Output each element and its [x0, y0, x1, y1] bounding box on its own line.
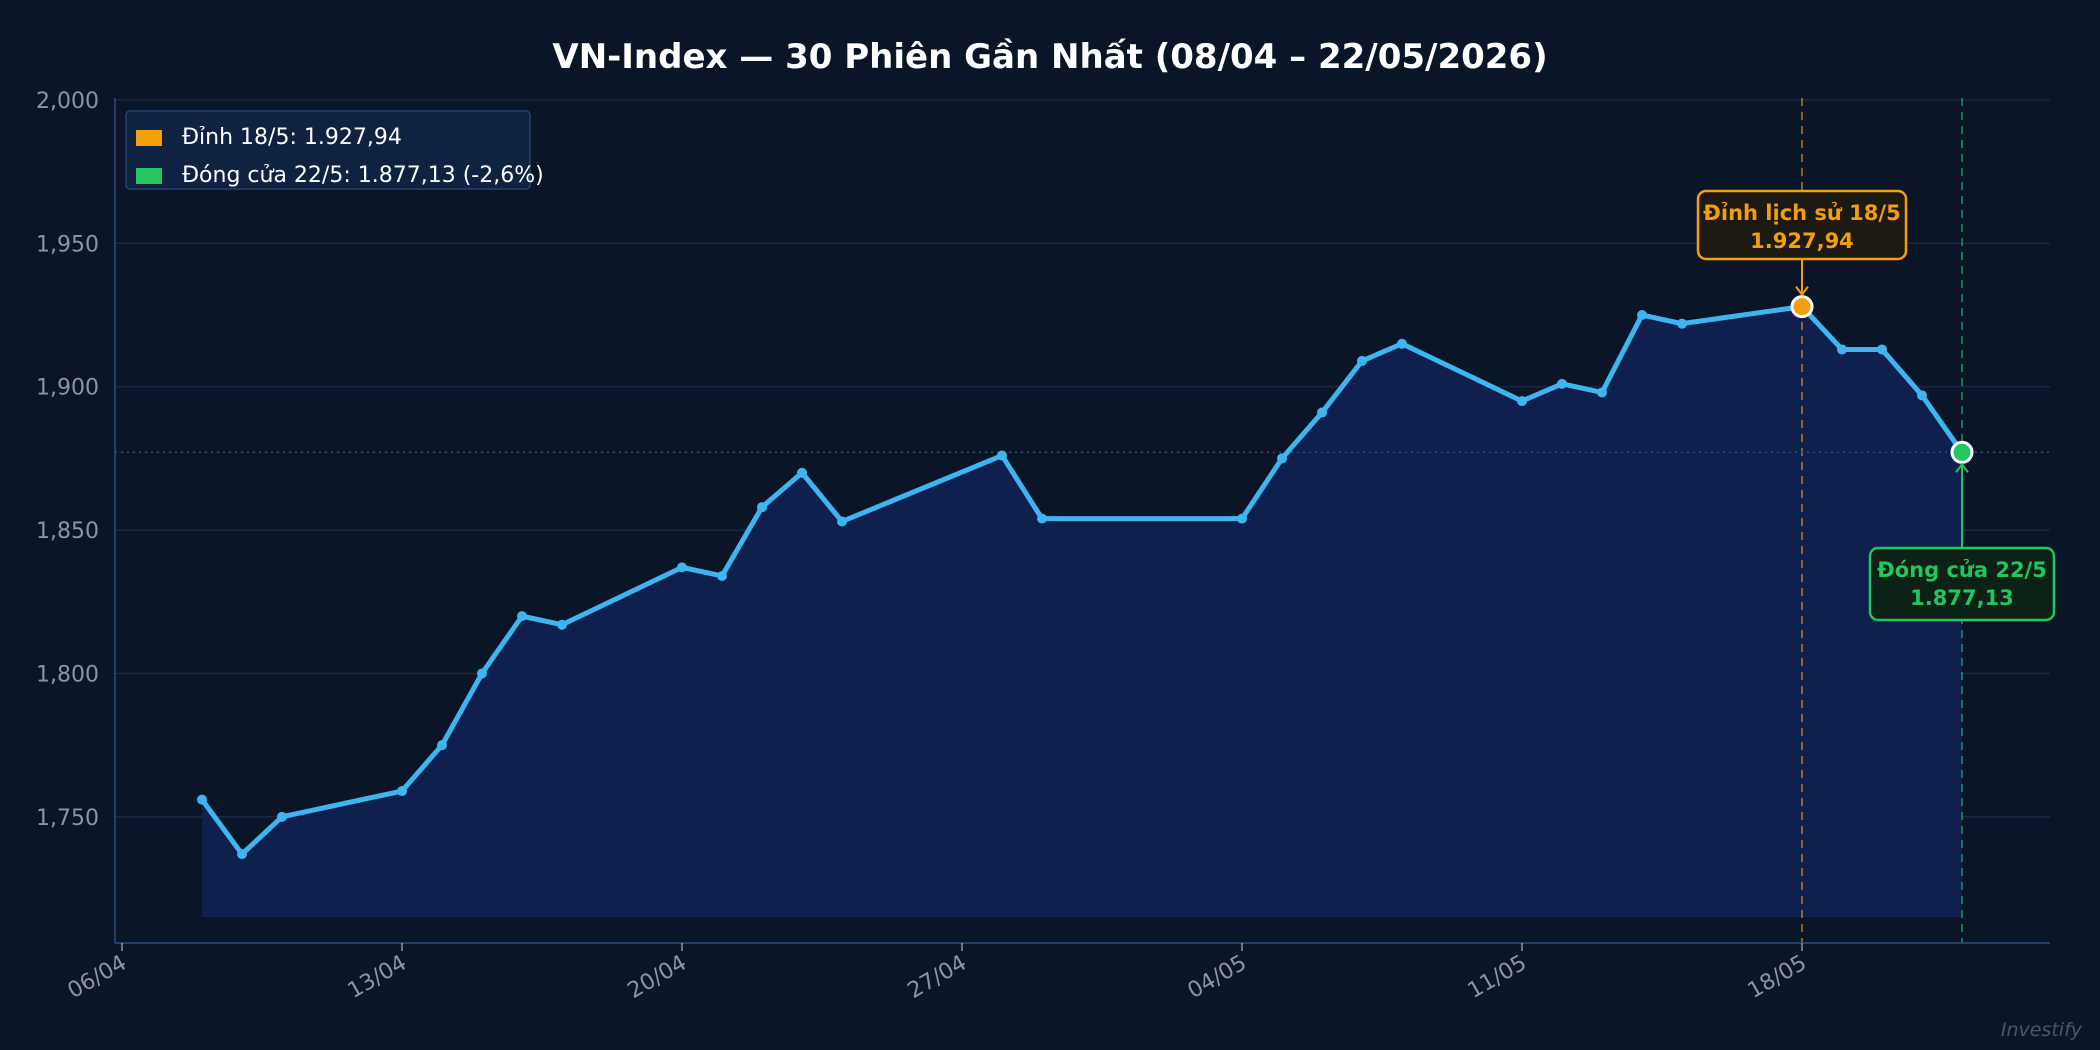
legend-label: Đóng cửa 22/5: 1.877,13 (-2,6%)	[182, 163, 544, 188]
data-point	[197, 794, 207, 805]
watermark: Investify	[2001, 1019, 2083, 1041]
x-tick-label: 06/04	[64, 951, 131, 1004]
data-point	[1677, 318, 1687, 329]
y-tick-label: 1,800	[36, 662, 99, 687]
data-point	[1397, 338, 1407, 349]
data-point	[437, 740, 447, 751]
y-tick-labels: 1,750 1,800 1,850 1,900 1,950 2,000	[36, 89, 99, 831]
area-fill	[202, 306, 1962, 917]
close-point	[1950, 440, 1974, 464]
legend-label: Đỉnh 18/5: 1.927,94	[182, 125, 402, 150]
area-fill-path	[202, 306, 1962, 917]
data-point	[797, 467, 807, 478]
x-tick-label: 18/05	[1744, 951, 1811, 1004]
legend-swatch	[136, 168, 162, 184]
x-tick-label: 27/04	[904, 951, 971, 1004]
peak-arrow-head	[1795, 286, 1809, 297]
close-annotation-box	[1868, 546, 2056, 622]
close-arrow-head	[1955, 462, 1969, 473]
data-point	[757, 502, 767, 513]
peak-annotation-value: 1.927,94	[1750, 229, 1854, 253]
data-point	[997, 450, 1007, 461]
y-tick-label: 1,750	[36, 806, 99, 831]
series-line-path	[199, 304, 1965, 857]
data-point	[1557, 378, 1567, 389]
data-point	[477, 668, 487, 679]
data-point	[277, 811, 287, 822]
data-point	[1517, 396, 1527, 407]
data-point	[1317, 407, 1327, 418]
y-tick-label: 2,000	[36, 89, 99, 114]
close-annotation-title: Đóng cửa 22/5	[1877, 558, 2047, 582]
close-annotation-value: 1.877,13	[1910, 586, 2014, 610]
data-point	[557, 619, 567, 630]
data-point	[1037, 513, 1047, 524]
y-tick-label: 1,900	[36, 376, 99, 401]
data-point	[1597, 387, 1607, 398]
data-point	[1837, 344, 1847, 355]
data-point	[517, 611, 527, 622]
data-point	[237, 849, 247, 860]
legend-swatch	[136, 130, 162, 146]
x-tick-label: 11/05	[1464, 951, 1531, 1004]
data-point	[717, 570, 727, 581]
y-tick-label: 1,950	[36, 232, 99, 257]
data-point	[837, 516, 847, 527]
data-point	[1877, 344, 1887, 355]
annotations: Đỉnh lịch sử 18/5 1.927,94 Đóng cửa 22/5 1.…	[1696, 189, 2056, 622]
legend: Đỉnh 18/5: 1.927,94 Đóng cửa 22/5: 1.877,…	[125, 110, 544, 190]
data-point	[1277, 453, 1287, 464]
y-tick-label: 1,850	[36, 519, 99, 544]
axes	[114, 98, 2050, 951]
data-point	[1917, 390, 1927, 401]
data-point	[397, 786, 407, 797]
x-tick-label: 20/04	[624, 951, 691, 1004]
x-tick-label: 04/05	[1184, 951, 1251, 1004]
x-tick-labels: 06/04 13/04 20/04 27/04 04/05 11/05 18/05	[64, 951, 1811, 1004]
data-point	[1637, 310, 1647, 321]
series-line	[199, 304, 1965, 857]
chart-title: VN-Index — 30 Phiên Gần Nhất (08/04 – 22…	[552, 37, 1547, 77]
peak-annotation-title: Đỉnh lịch sử 18/5	[1703, 201, 1900, 225]
x-tick-label: 13/04	[344, 951, 411, 1004]
data-point	[677, 562, 687, 573]
peak-point	[1790, 295, 1814, 319]
data-point	[1357, 355, 1367, 366]
peak-annotation-box	[1696, 189, 1908, 261]
legend-box	[125, 110, 531, 190]
data-point	[1237, 513, 1247, 524]
